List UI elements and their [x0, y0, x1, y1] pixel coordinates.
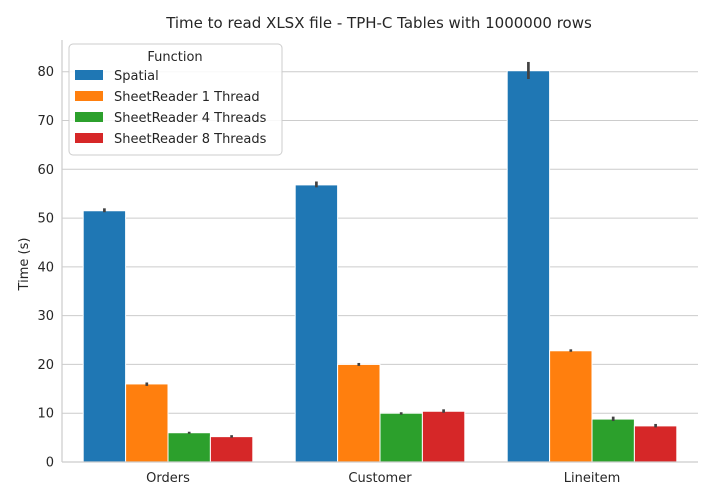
x-tick-label: Customer — [348, 471, 412, 486]
bar — [294, 184, 339, 463]
legend-swatch — [75, 70, 103, 80]
legend: Function Spatial SheetReader 1 Thread Shee… — [68, 43, 283, 156]
legend-swatch — [75, 133, 103, 143]
chart-title: Time to read XLSX file - TPH-C Tables wi… — [165, 14, 592, 32]
bar — [82, 210, 127, 463]
y-tick-label: 50 — [37, 212, 54, 227]
bar — [125, 383, 169, 463]
legend-item-label: SheetReader 1 Thread — [114, 90, 260, 105]
y-tick-label: 60 — [37, 163, 54, 178]
legend-item-label: SheetReader 8 Threads — [114, 132, 267, 147]
y-tick-label: 70 — [37, 114, 54, 129]
bars-group — [82, 61, 678, 463]
y-tick-label: 10 — [37, 407, 54, 422]
y-axis-label: Time (s) — [17, 238, 32, 292]
bar — [209, 436, 254, 463]
legend-title: Function — [147, 50, 202, 65]
bar — [633, 425, 678, 463]
bar — [549, 350, 593, 463]
legend-swatch — [75, 112, 103, 122]
bar — [421, 410, 466, 463]
y-tick-label: 0 — [46, 456, 54, 471]
legend-item-label: SheetReader 4 Threads — [114, 111, 267, 126]
y-tick-label: 30 — [37, 309, 54, 324]
bar — [337, 363, 381, 463]
bar — [379, 412, 423, 463]
y-tick-label: 20 — [37, 358, 54, 373]
axes-group: 0 10 20 30 40 50 60 70 80 Orders Customer Lineitem — [37, 40, 698, 486]
y-tick-label: 40 — [37, 260, 54, 275]
legend-box — [68, 43, 283, 156]
bar — [591, 418, 635, 463]
legend-item-label: Spatial — [114, 69, 159, 84]
legend-swatch — [75, 91, 103, 101]
bar — [167, 432, 211, 463]
bar — [506, 70, 551, 463]
x-tick-label: Lineitem — [564, 471, 620, 486]
y-tick-label: 80 — [37, 65, 54, 80]
x-tick-label: Orders — [146, 471, 190, 486]
